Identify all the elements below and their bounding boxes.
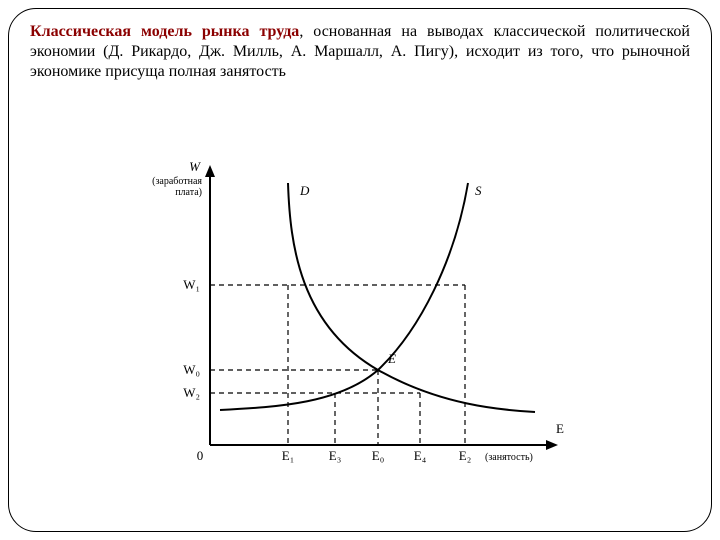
x-axis-arrow <box>546 440 558 450</box>
slide-container: Классическая модель рынка труда, основан… <box>0 0 720 540</box>
y-axis-sublabel-1: (заработная <box>152 176 202 187</box>
tick-e1: E₁ <box>282 448 294 463</box>
demand-curve <box>288 183 535 412</box>
demand-label: D <box>299 183 310 198</box>
chart-svg: W (заработная плата) E (занятость) 0 D S… <box>140 155 580 485</box>
labor-market-chart: W (заработная плата) E (занятость) 0 D S… <box>140 155 580 485</box>
tick-e0: E₀ <box>372 448 384 463</box>
heading-title: Классическая модель рынка труда <box>30 23 299 40</box>
guide-lines <box>210 285 465 445</box>
tick-e4: E₄ <box>414 448 427 463</box>
tick-e3: E₃ <box>329 448 341 463</box>
supply-curve <box>220 183 468 410</box>
y-axis-sublabel-2: плата) <box>175 187 202 198</box>
origin-label: 0 <box>197 448 204 463</box>
y-axis-label: W <box>189 159 201 174</box>
x-axis-sublabel: (занятость) <box>485 452 533 463</box>
labels: W (заработная плата) E (занятость) 0 D S… <box>152 159 564 463</box>
equilibrium-label: E <box>387 351 396 366</box>
tick-w2: W₂ <box>183 385 200 400</box>
tick-e2: E₂ <box>459 448 471 463</box>
tick-w1: W₁ <box>183 277 200 292</box>
supply-label: S <box>475 183 482 198</box>
tick-w0: W₀ <box>183 362 200 377</box>
y-axis-arrow <box>205 165 215 177</box>
x-axis-label: E <box>556 421 564 436</box>
heading-text: Классическая модель рынка труда, основан… <box>30 22 690 82</box>
